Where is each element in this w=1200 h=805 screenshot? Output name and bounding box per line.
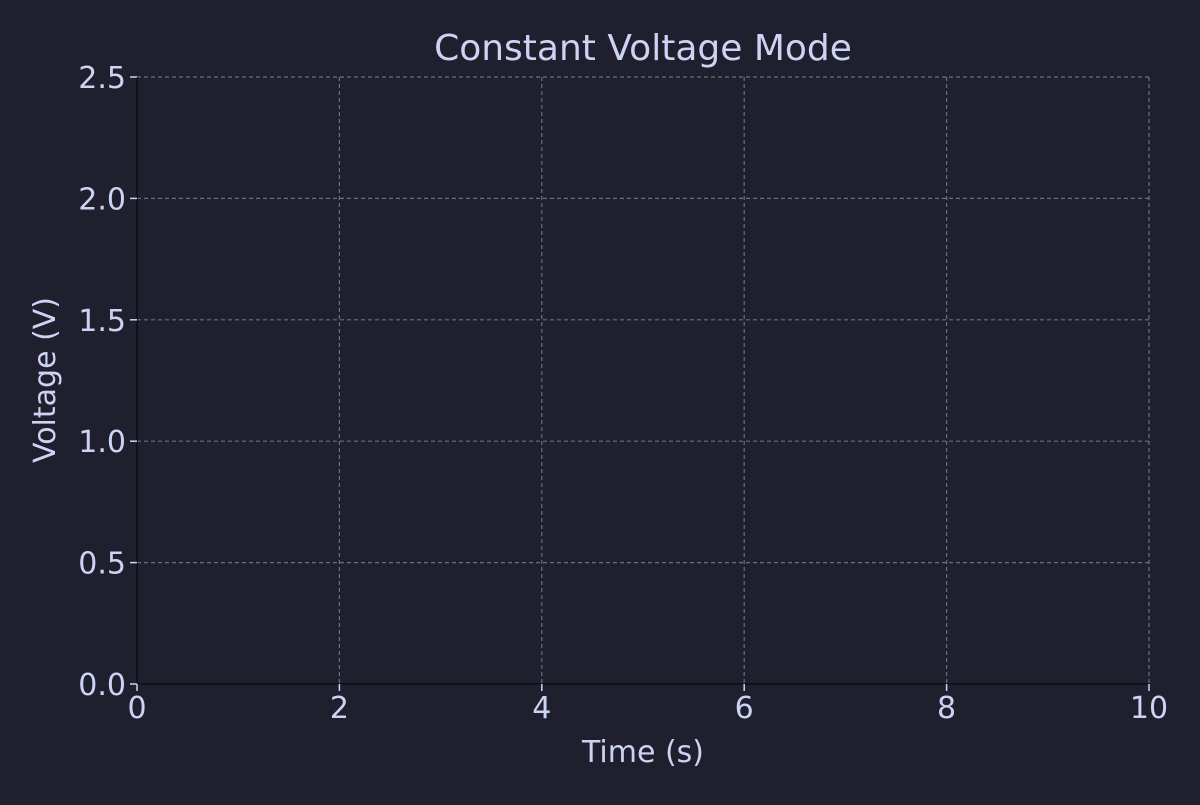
x-tick-label: 6 <box>735 691 754 726</box>
y-axis-label: Voltage (V) <box>28 297 63 463</box>
y-tick-label: 2.5 <box>78 61 126 96</box>
x-tick-label: 2 <box>330 691 349 726</box>
chart-title: Constant Voltage Mode <box>434 28 852 69</box>
x-tick-label: 4 <box>532 691 551 726</box>
y-tick-label: 0.0 <box>78 668 126 703</box>
x-tick-label: 8 <box>937 691 956 726</box>
y-tick-label: 0.5 <box>78 547 126 582</box>
axes <box>136 77 1149 685</box>
x-axis-label: Time (s) <box>581 735 704 770</box>
ticks: 0 2 4 6 8 10 0.0 0.5 1.0 1.5 2.0 2.5 <box>78 61 1168 726</box>
x-tick-label: 10 <box>1130 691 1168 726</box>
x-tick-label: 0 <box>127 691 146 726</box>
y-tick-label: 2.0 <box>78 182 126 217</box>
y-tick-label: 1.0 <box>78 425 126 460</box>
y-tick-label: 1.5 <box>78 304 126 339</box>
